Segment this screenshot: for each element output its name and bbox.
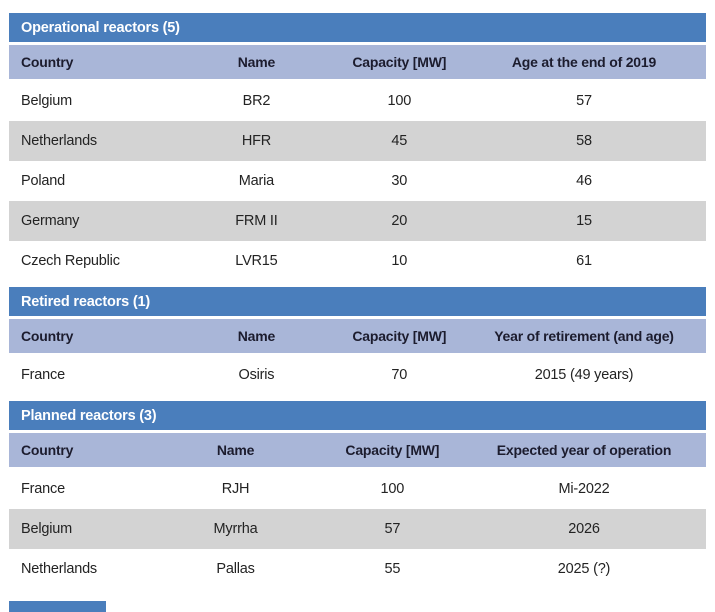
- cell-capacity: 45: [391, 133, 408, 149]
- table-row: Czech Republic LVR15 10 61: [9, 241, 706, 281]
- cell-capacity: 10: [391, 253, 408, 269]
- table-row: Belgium BR2 100 57: [9, 81, 706, 121]
- table-row: Netherlands Pallas 55 2025 (?): [9, 549, 706, 589]
- section-title: Retired reactors (1): [21, 293, 150, 310]
- cell-age: 46: [576, 173, 592, 189]
- section-operational-reactors: Operational reactors (5) Country Name Ca…: [9, 13, 706, 281]
- column-header-row: Country Name Capacity [MW] Expected year…: [9, 433, 706, 467]
- section-planned-reactors: Planned reactors (3) Country Name Capaci…: [9, 401, 706, 589]
- cell-capacity: 57: [384, 521, 401, 537]
- table-row: Belgium Myrrha 57 2026: [9, 509, 706, 549]
- cell-country: Czech Republic: [21, 253, 120, 269]
- cell-capacity: 20: [391, 213, 408, 229]
- section-title-bar: Planned reactors (3): [9, 401, 706, 430]
- table-row: France RJH 100 Mi-2022: [9, 469, 706, 509]
- cell-name: Maria: [238, 173, 275, 189]
- column-header-retirement: Year of retirement (and age): [494, 328, 674, 344]
- column-header-name: Name: [237, 54, 276, 70]
- cell-expected-year: 2025 (?): [557, 561, 611, 577]
- cell-name: BR2: [242, 93, 271, 109]
- table-row: Poland Maria 30 46: [9, 161, 706, 201]
- column-header-capacity: Capacity [MW]: [352, 328, 447, 344]
- section-title-bar: Operational reactors (5): [9, 13, 706, 42]
- section-title-bar: Retired reactors (1): [9, 287, 706, 316]
- cell-name: Osiris: [238, 367, 275, 383]
- cell-country: Belgium: [21, 521, 72, 537]
- column-header-country: Country: [21, 54, 74, 70]
- table-row: Germany FRM II 20 15: [9, 201, 706, 241]
- table-row: France Osiris 70 2015 (49 years): [9, 355, 706, 395]
- section-title: Operational reactors (5): [21, 19, 180, 36]
- partial-section-bar: [9, 601, 106, 612]
- cell-capacity: 100: [380, 481, 405, 497]
- cell-country: France: [21, 367, 65, 383]
- column-header-row: Country Name Capacity [MW] Year of retir…: [9, 319, 706, 353]
- cell-capacity: 30: [391, 173, 408, 189]
- column-header-country: Country: [21, 442, 74, 458]
- cell-age: 57: [576, 93, 592, 109]
- cell-retirement: 2015 (49 years): [534, 367, 634, 383]
- cell-age: 58: [576, 133, 592, 149]
- column-header-country: Country: [21, 328, 74, 344]
- cell-country: Belgium: [21, 93, 72, 109]
- cell-country: Netherlands: [21, 133, 97, 149]
- column-header-row: Country Name Capacity [MW] Age at the en…: [9, 45, 706, 79]
- cell-country: Germany: [21, 213, 80, 229]
- cell-name: FRM II: [235, 213, 278, 229]
- column-header-name: Name: [216, 442, 255, 458]
- cell-name: Pallas: [216, 561, 255, 577]
- cell-expected-year: 2026: [568, 521, 600, 537]
- cell-expected-year: Mi-2022: [558, 481, 610, 497]
- cell-capacity: 70: [391, 367, 408, 383]
- cell-country: Netherlands: [21, 561, 97, 577]
- cell-age: 61: [576, 253, 592, 269]
- column-header-expected-year: Expected year of operation: [496, 442, 672, 458]
- column-header-name: Name: [237, 328, 276, 344]
- section-title: Planned reactors (3): [21, 407, 157, 424]
- cell-name: HFR: [241, 133, 272, 149]
- cell-capacity: 100: [387, 93, 412, 109]
- cell-country: Poland: [21, 173, 65, 189]
- cell-name: Myrrha: [213, 521, 258, 537]
- cell-name: RJH: [221, 481, 250, 497]
- cell-country: France: [21, 481, 65, 497]
- column-header-capacity: Capacity [MW]: [352, 54, 447, 70]
- section-retired-reactors: Retired reactors (1) Country Name Capaci…: [9, 287, 706, 395]
- table-row: Netherlands HFR 45 58: [9, 121, 706, 161]
- cell-capacity: 55: [384, 561, 401, 577]
- cell-age: 15: [576, 213, 592, 229]
- column-header-capacity: Capacity [MW]: [345, 442, 440, 458]
- cell-name: LVR15: [235, 253, 278, 269]
- column-header-age: Age at the end of 2019: [511, 54, 657, 70]
